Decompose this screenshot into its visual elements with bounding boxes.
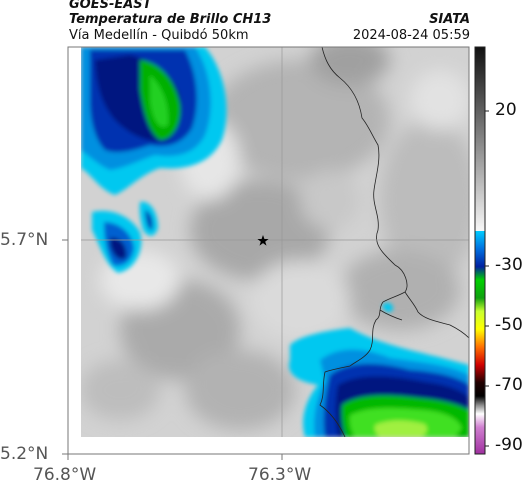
map-frame [67,46,470,455]
satellite-title: GOES-EAST [69,0,152,12]
colorbar-tick-label: -70 [495,375,523,395]
cloud-cluster-southeast [289,302,469,437]
route-label: Vía Medellín - Quibdó 50km [69,28,249,43]
lat-tick-label: 5.2°N [0,444,49,464]
colorbar-tick-label: -50 [495,315,523,335]
agency-label: SIATA [429,12,470,27]
lon-tick-label: 76.3°W [248,465,312,485]
department-boundaries [319,47,469,437]
colorbar [474,46,489,455]
star-marker [257,235,269,246]
cloud-cluster-northwest [81,47,227,195]
colorbar-tick-label: -30 [495,255,523,275]
product-title: Temperatura de Brillo CH13 [69,12,272,27]
lon-tick-label: 76.8°W [33,465,97,485]
colorbar-tick-label: 20 [495,100,517,120]
colorbar-tick-label: -90 [495,435,523,455]
datetime-label: 2024-08-24 05:59 [352,28,470,43]
cloud-cluster-west [92,201,158,273]
brightness-temperature-field [81,47,469,437]
lat-tick-label: 5.7°N [0,230,49,250]
